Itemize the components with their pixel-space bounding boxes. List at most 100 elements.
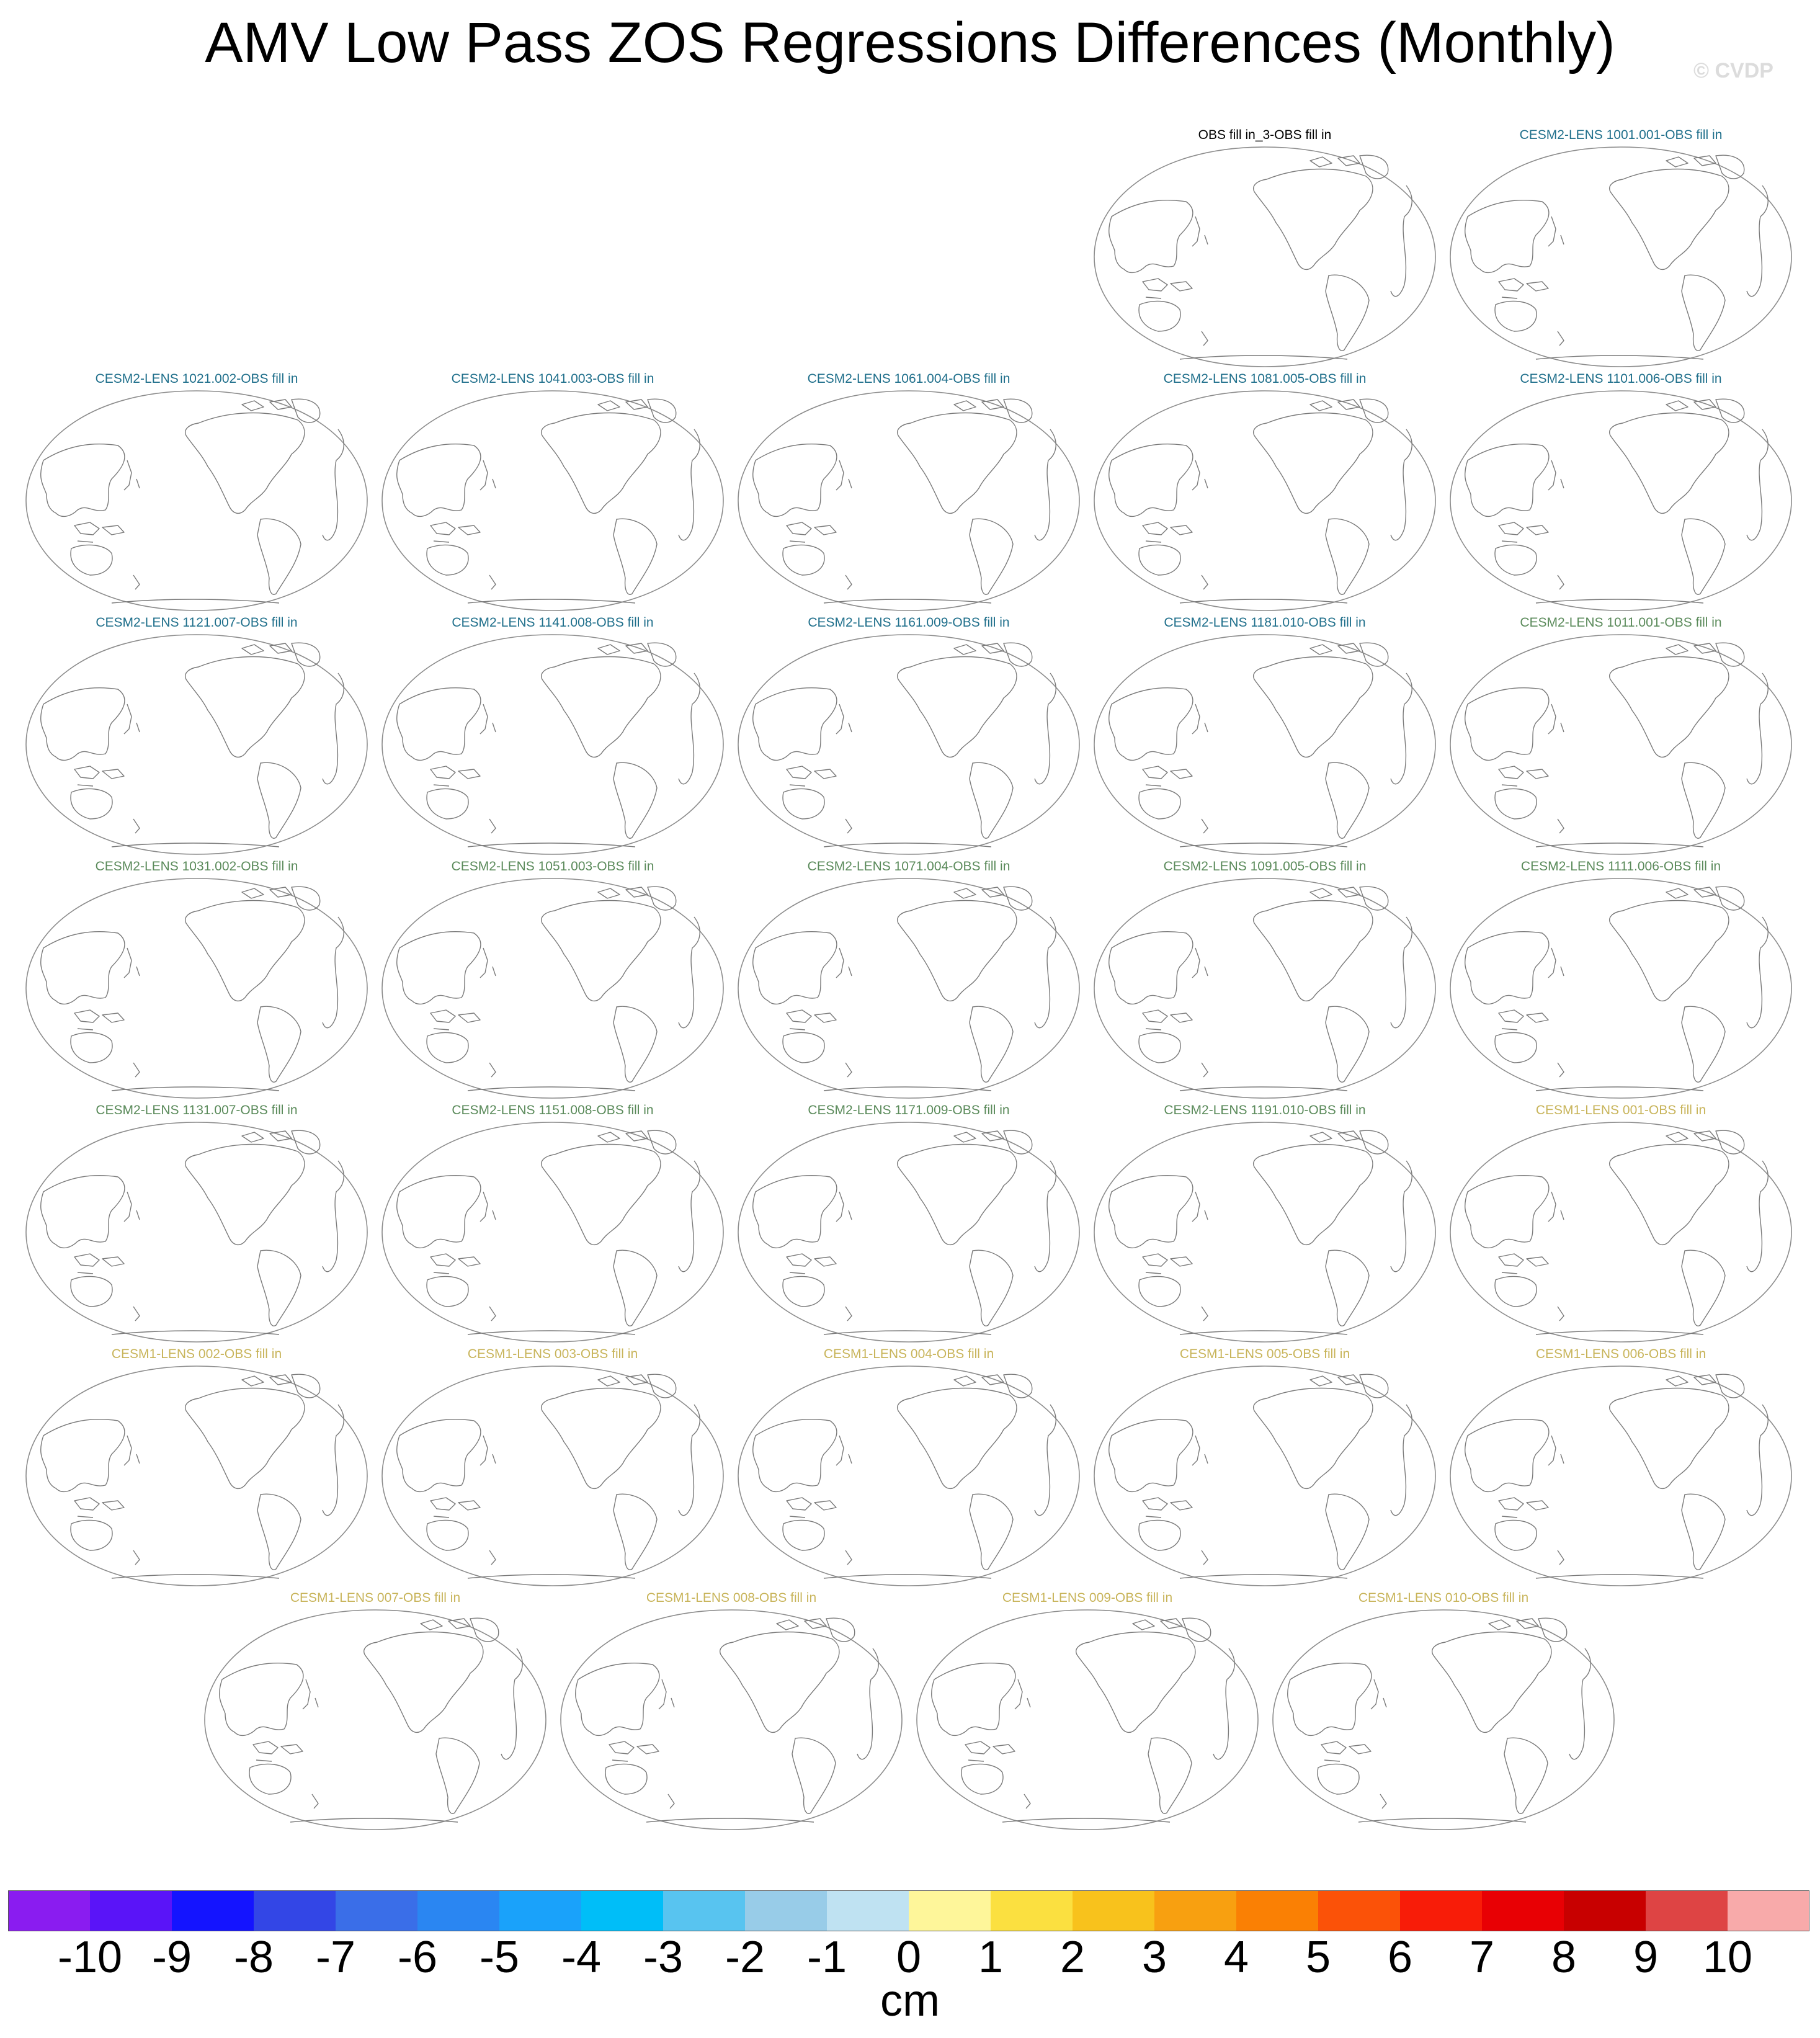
coastline bbox=[786, 766, 837, 787]
coastline bbox=[1034, 673, 1056, 785]
coastline bbox=[1494, 1276, 1537, 1307]
map-outline bbox=[381, 1365, 724, 1586]
coastline bbox=[1557, 1306, 1564, 1321]
coastline bbox=[782, 788, 825, 820]
coastline bbox=[678, 916, 700, 1029]
coastline bbox=[1494, 544, 1537, 576]
coastline bbox=[647, 398, 677, 423]
map-panel-title: CESM2-LENS 1031.002-OBS fill in bbox=[95, 859, 298, 874]
coastline bbox=[467, 842, 636, 847]
coastline bbox=[1309, 643, 1360, 655]
map-panel: CESM2-LENS 1181.010-OBS fill in bbox=[1087, 615, 1443, 858]
coastline bbox=[1666, 643, 1716, 655]
colorbar-box bbox=[1318, 1890, 1401, 1931]
cvdp-watermark: © CVDP bbox=[1693, 59, 1773, 83]
coastline bbox=[426, 1276, 469, 1307]
map-panel: CESM1-LENS 002-OBS fill in bbox=[19, 1346, 375, 1589]
coastline bbox=[74, 1497, 125, 1518]
coastline bbox=[1715, 1374, 1745, 1398]
coastline bbox=[845, 1306, 852, 1321]
colorbar-tick-label: 2 bbox=[1059, 1933, 1086, 1982]
coastline bbox=[836, 460, 852, 491]
coastline bbox=[1746, 185, 1769, 297]
colorbar-box bbox=[1073, 1890, 1155, 1931]
coastline bbox=[965, 1741, 1015, 1762]
coastline bbox=[597, 399, 648, 411]
coastline bbox=[1681, 518, 1726, 595]
colorbar-box bbox=[1236, 1890, 1319, 1931]
coastline bbox=[480, 460, 496, 491]
map-panel: CESM1-LENS 007-OBS fill in bbox=[197, 1590, 553, 1833]
coastline bbox=[541, 900, 661, 1002]
coastline bbox=[1681, 762, 1726, 839]
coastline bbox=[1548, 704, 1564, 735]
map-panel: CESM2-LENS 1041.003-OBS fill in bbox=[375, 371, 731, 614]
coastline bbox=[1325, 274, 1370, 351]
coastline bbox=[1535, 842, 1704, 847]
colorbar-tick-label: -1 bbox=[806, 1933, 847, 1982]
coastline bbox=[322, 673, 344, 785]
coastline bbox=[185, 412, 305, 514]
map-panel-title: CESM2-LENS 1181.010-OBS fill in bbox=[1164, 615, 1366, 630]
coastline bbox=[40, 1419, 125, 1493]
coastline bbox=[396, 1419, 481, 1493]
coastline bbox=[1179, 842, 1348, 847]
coastline bbox=[836, 1191, 852, 1222]
map-panel-title: CESM2-LENS 1061.004-OBS fill in bbox=[807, 372, 1010, 386]
coastline bbox=[782, 1519, 825, 1551]
map-panel: CESM2-LENS 1111.006-OBS fill in bbox=[1443, 859, 1799, 1102]
coastline bbox=[1109, 1419, 1193, 1493]
world-map bbox=[1094, 1122, 1436, 1343]
coastline bbox=[291, 1130, 321, 1155]
coastline bbox=[241, 887, 292, 899]
coastline bbox=[897, 1143, 1017, 1246]
coastline bbox=[70, 1032, 113, 1063]
coastline bbox=[1192, 460, 1208, 491]
coastline bbox=[1390, 673, 1412, 785]
coastline bbox=[1002, 1818, 1171, 1823]
colorbar-tick-label: 1 bbox=[978, 1933, 1004, 1982]
map-panel: CESM2-LENS 1011.001-OBS fill in bbox=[1443, 615, 1799, 858]
coastline bbox=[597, 643, 648, 655]
coastline bbox=[1548, 1435, 1564, 1466]
coastline bbox=[1179, 355, 1348, 360]
map-panel-title: CESM1-LENS 005-OBS fill in bbox=[1179, 1347, 1350, 1361]
coastline bbox=[1465, 1419, 1550, 1493]
coastline bbox=[1201, 818, 1208, 834]
coastline bbox=[1609, 1143, 1729, 1246]
colorbar-labels: -10 -9 -8 -7 -6 -5 -4 -3 -2 -1 0 1 2 3 4 5 6 7 8 9 10 bbox=[0, 1929, 1820, 1985]
coastline bbox=[1201, 1306, 1208, 1321]
coastline bbox=[1359, 398, 1389, 423]
coastline bbox=[1142, 1009, 1193, 1030]
coastline bbox=[1681, 274, 1726, 351]
world-map bbox=[381, 390, 724, 611]
map-panel-title: CESM2-LENS 1001.001-OBS fill in bbox=[1519, 128, 1723, 142]
coastline bbox=[111, 599, 280, 604]
coastline bbox=[752, 1175, 837, 1249]
world-map bbox=[204, 1609, 546, 1830]
coastline bbox=[249, 1763, 292, 1795]
coastline bbox=[1380, 1794, 1387, 1809]
coastline bbox=[1746, 429, 1769, 541]
coastline bbox=[1253, 900, 1373, 1002]
coastline bbox=[111, 1330, 280, 1335]
colorbar-tick-label: -5 bbox=[479, 1933, 520, 1982]
coastline bbox=[1179, 1574, 1348, 1579]
coastline bbox=[541, 1143, 661, 1246]
map-panel-title: CESM2-LENS 1081.005-OBS fill in bbox=[1163, 372, 1367, 386]
coastline bbox=[1003, 1374, 1033, 1398]
coastline bbox=[1253, 412, 1373, 514]
coastline bbox=[322, 1404, 344, 1516]
world-map bbox=[25, 1122, 368, 1343]
coastline bbox=[1494, 1519, 1537, 1551]
coastline bbox=[1253, 1387, 1373, 1490]
coastline bbox=[123, 947, 140, 978]
coastline bbox=[1494, 788, 1537, 820]
coastline bbox=[541, 1387, 661, 1490]
coastline bbox=[1142, 766, 1193, 787]
coastline bbox=[1681, 1006, 1726, 1083]
map-panel-title: CESM2-LENS 1091.005-OBS fill in bbox=[1163, 859, 1367, 874]
coastline bbox=[823, 1330, 992, 1335]
coastline bbox=[123, 704, 140, 735]
coastline bbox=[1201, 1550, 1208, 1565]
